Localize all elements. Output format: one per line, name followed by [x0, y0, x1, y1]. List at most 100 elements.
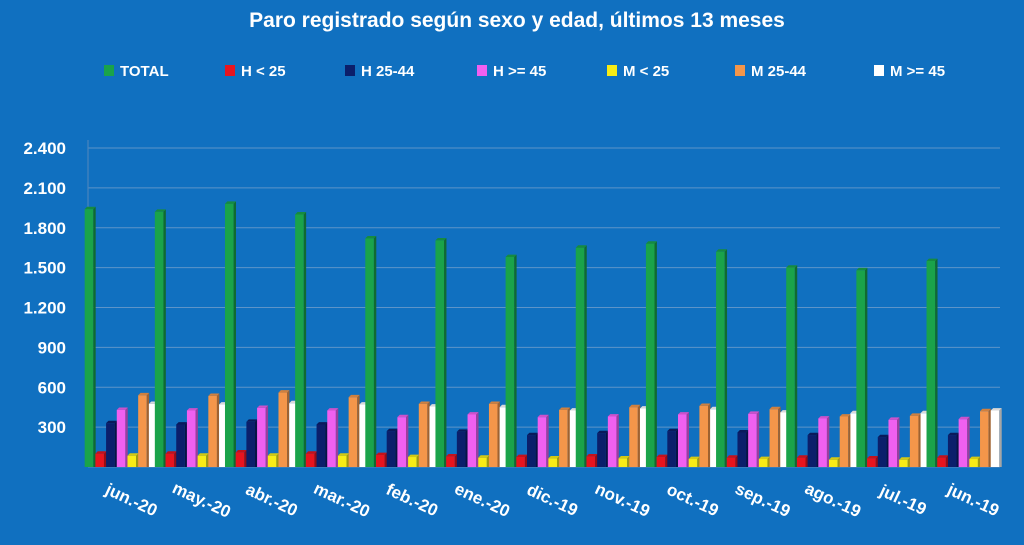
bar-face: [505, 256, 515, 467]
legend-item: M >= 45: [874, 63, 945, 80]
bar: [899, 457, 911, 467]
bar-side: [373, 235, 377, 467]
bar-face: [116, 409, 126, 467]
bar: [699, 403, 711, 467]
bars: [84, 201, 1002, 468]
bar-side: [999, 408, 1002, 467]
legend-item: H >= 45: [477, 63, 546, 80]
bar-side: [918, 413, 921, 467]
bar: [197, 453, 209, 467]
bar-top: [365, 235, 377, 239]
bar-face: [176, 424, 185, 467]
bar-face: [639, 408, 649, 467]
bar-side: [125, 407, 128, 467]
bar: [548, 455, 560, 467]
bar-top: [516, 454, 528, 458]
bar-top: [656, 454, 668, 458]
bar: [877, 434, 889, 467]
bar: [337, 453, 349, 467]
bar-side: [427, 401, 430, 467]
bar-top: [176, 422, 188, 425]
bar: [267, 453, 279, 467]
bar-top: [106, 420, 118, 424]
bar-top: [548, 455, 560, 459]
bar-side: [627, 455, 630, 467]
bar: [597, 430, 609, 467]
bar-side: [325, 422, 328, 467]
bar-top: [467, 412, 479, 415]
bar-face: [856, 270, 865, 467]
bar-top: [197, 453, 209, 456]
bar-side: [136, 453, 139, 467]
bar-side: [956, 432, 959, 467]
bar: [980, 408, 992, 467]
bar-top: [505, 254, 517, 257]
bar-side: [557, 455, 560, 467]
bar-side: [826, 416, 830, 467]
bar: [375, 452, 387, 467]
bar-side: [514, 254, 517, 467]
bar-top: [224, 201, 236, 204]
bar: [467, 412, 479, 467]
bar-side: [287, 390, 290, 467]
bar: [926, 258, 938, 467]
bar: [678, 412, 690, 467]
bar-face: [224, 203, 234, 467]
bar-top: [375, 452, 387, 456]
bar-face: [365, 238, 374, 467]
x-tick-label: nov.-19: [592, 479, 653, 521]
legend-label: H >= 45: [493, 63, 546, 80]
bar-top: [947, 432, 959, 436]
bar-top: [488, 401, 500, 404]
bar-face: [958, 419, 968, 467]
bar-face: [618, 458, 628, 467]
bar-face: [796, 457, 806, 467]
bar-face: [818, 418, 827, 467]
bar-side: [778, 406, 781, 467]
bar-top: [408, 454, 420, 458]
legend-item: H < 25: [225, 63, 286, 80]
bar-face: [429, 406, 439, 467]
bar-top: [726, 455, 738, 458]
bar-top: [867, 455, 879, 459]
bar-side: [314, 451, 317, 467]
bar-face: [710, 409, 719, 467]
bar-face: [969, 459, 978, 467]
y-tick-label: 300: [38, 418, 66, 437]
x-axis: jun.-20 may.-20 abr.-20 mar.-20 feb.-20 ene.-…: [102, 478, 1002, 521]
bar-top: [559, 407, 571, 410]
bar-face: [456, 431, 466, 467]
bar-side: [163, 209, 166, 467]
bar-top: [278, 390, 290, 393]
bar-face: [737, 432, 747, 467]
bar-face: [769, 409, 779, 467]
bar-side: [897, 417, 900, 467]
bar: [488, 401, 500, 467]
bar: [888, 417, 900, 467]
gridlines: [88, 147, 1000, 428]
bar: [716, 249, 728, 467]
bar: [726, 455, 738, 467]
bar: [969, 456, 981, 467]
bar: [786, 265, 798, 467]
bar-side: [724, 249, 728, 467]
bar: [575, 245, 587, 467]
bar-face: [197, 455, 207, 467]
bar-side: [244, 449, 247, 467]
bar-face: [780, 412, 789, 467]
x-tick-label: jun.-19: [943, 479, 1002, 520]
legend-label: M >= 45: [890, 63, 945, 80]
bar-side: [605, 430, 609, 467]
bar-face: [316, 424, 326, 467]
bar-side: [746, 430, 749, 467]
bar: [505, 254, 517, 467]
bar-face: [629, 407, 638, 467]
bar-top: [818, 416, 830, 419]
bar-top: [699, 403, 711, 406]
bar-face: [726, 457, 736, 467]
bar-top: [796, 455, 808, 458]
legend-item: M 25-44: [735, 63, 807, 80]
bar: [818, 416, 830, 467]
legend-label: H < 25: [241, 63, 286, 80]
bar-top: [418, 401, 430, 404]
